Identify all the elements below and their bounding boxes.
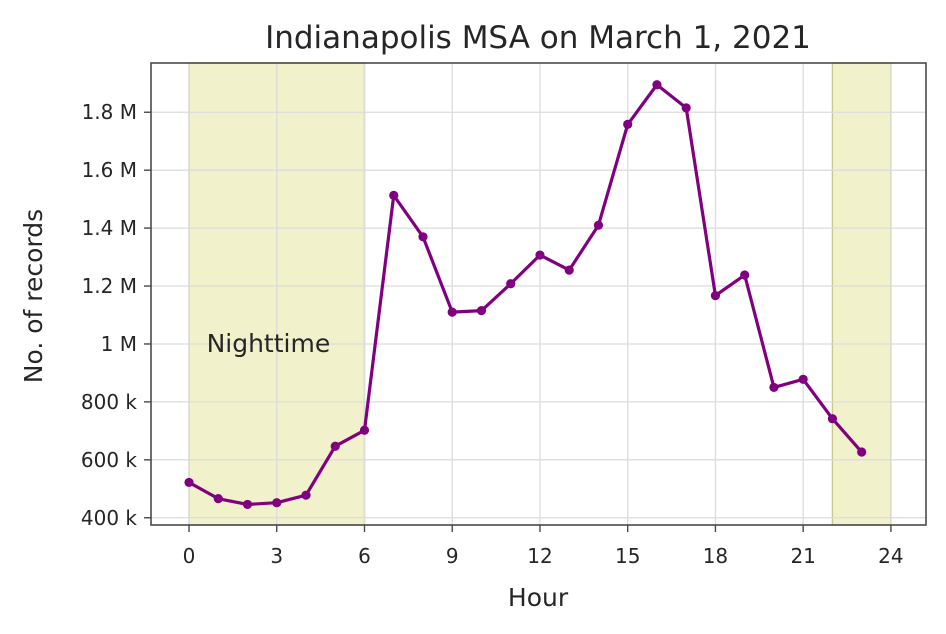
y-tick-label-1: 600 k (81, 448, 138, 472)
data-point-hour-23 (857, 447, 867, 457)
y-tick-label-4: 1.2 M (82, 274, 137, 298)
gridlines (151, 63, 926, 525)
data-point-hour-14 (593, 220, 604, 230)
y-tick-label-3: 1 M (101, 332, 137, 356)
y-tick-label-5: 1.4 M (82, 216, 137, 240)
data-point-hour-11 (506, 279, 516, 289)
data-point-hour-10 (476, 306, 487, 316)
data-point-hour-21 (798, 374, 808, 384)
data-point-hour-17 (681, 103, 691, 113)
data-point-hour-5 (330, 441, 340, 451)
data-point-hour-0 (184, 477, 194, 488)
data-point-hour-3 (272, 498, 282, 508)
x-tick-label-8: 24 (878, 544, 903, 568)
y-axis-ticks: 400 k 600 k 800 k 1 M 1.2 M 1.4 M 1.6 M 1.8 M (81, 100, 151, 530)
data-point-hour-12 (535, 250, 545, 260)
x-axis-ticks: 0 3 6 9 12 15 18 21 24 (183, 525, 904, 568)
series-line-0 (188, 83, 863, 507)
plot-frame (150, 62, 927, 526)
data-point-hour-4 (301, 490, 311, 500)
data-point-hour-22 (827, 414, 838, 424)
nighttime-annotation: Nighttime (207, 329, 331, 358)
y-tick-label-7: 1.8 M (82, 100, 137, 124)
data-point-hour-16 (652, 80, 662, 90)
data-point-hour-2 (242, 499, 253, 510)
data-point-hour-6 (359, 425, 370, 435)
data-point-hour-15 (623, 119, 633, 130)
y-tick-label-2: 800 k (81, 390, 138, 414)
x-tick-label-3: 9 (446, 544, 459, 568)
data-point-hour-19 (740, 270, 750, 280)
x-tick-label-6: 18 (703, 544, 728, 568)
x-tick-label-5: 15 (615, 544, 640, 568)
x-axis-label: Hour (508, 583, 569, 612)
x-tick-label-2: 6 (358, 544, 371, 568)
data-point-hour-18 (710, 290, 721, 301)
series-group (184, 80, 867, 510)
data-point-hour-20 (769, 382, 779, 393)
x-tick-label-0: 0 (183, 544, 196, 568)
y-tick-label-0: 400 k (81, 506, 138, 530)
x-tick-label-1: 3 (270, 544, 283, 568)
data-point-hour-7 (389, 190, 399, 200)
y-axis-label: No. of records (19, 209, 48, 383)
x-tick-label-7: 21 (790, 544, 815, 568)
x-tick-label-4: 12 (527, 544, 552, 568)
data-point-hour-1 (213, 494, 223, 504)
data-point-hour-8 (418, 232, 428, 242)
y-tick-label-6: 1.6 M (82, 158, 137, 182)
chart-title: Indianapolis MSA on March 1, 2021 (265, 20, 811, 56)
data-point-hour-9 (447, 307, 457, 317)
data-point-hour-13 (564, 265, 574, 275)
